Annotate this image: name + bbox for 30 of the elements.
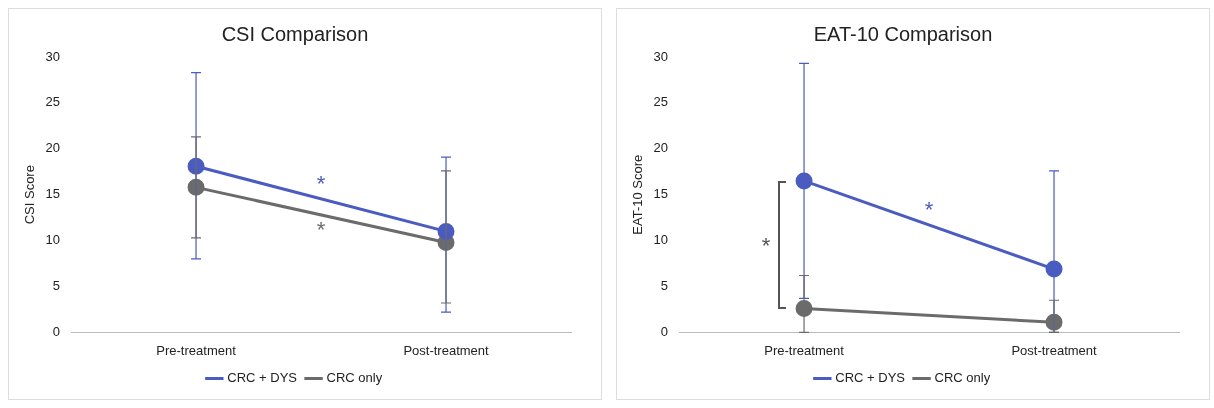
y-tick-label: 5 bbox=[660, 278, 669, 294]
y-axis-title: EAT-10 Score bbox=[630, 154, 646, 235]
y-tick-label: 15 bbox=[653, 186, 669, 202]
y-axis-title: CSI Score bbox=[22, 165, 38, 225]
y-tick-label: 20 bbox=[653, 140, 669, 156]
legend-label: CRC + DYS bbox=[835, 370, 906, 386]
legend-label: CRC only bbox=[326, 370, 383, 386]
x-tick-label: Post-treatment bbox=[1011, 342, 1098, 358]
annotation: * bbox=[761, 232, 771, 258]
x-tick-label: Pre-treatment bbox=[156, 342, 237, 358]
chart-title: EAT-10 Comparison bbox=[813, 22, 993, 45]
annotation: * bbox=[316, 216, 326, 242]
y-tick-label: 5 bbox=[52, 278, 61, 294]
y-tick-label: 10 bbox=[45, 232, 61, 248]
y-tick-label: 20 bbox=[45, 140, 61, 156]
y-tick-label: 30 bbox=[653, 48, 669, 64]
legend-label: CRC only bbox=[934, 370, 991, 386]
y-tick-label: 25 bbox=[45, 94, 61, 110]
x-tick-label: Post-treatment bbox=[403, 342, 490, 358]
annotation: * bbox=[316, 170, 326, 196]
annotation: * bbox=[924, 197, 934, 223]
chart-title: CSI Comparison bbox=[221, 22, 369, 45]
y-tick-label: 30 bbox=[45, 48, 61, 64]
y-tick-label: 15 bbox=[45, 186, 61, 202]
y-tick-label: 0 bbox=[52, 323, 61, 339]
legend-label: CRC + DYS bbox=[227, 370, 298, 386]
y-tick-label: 0 bbox=[660, 323, 669, 339]
y-tick-label: 10 bbox=[653, 232, 669, 248]
y-tick-label: 25 bbox=[653, 94, 669, 110]
x-tick-label: Pre-treatment bbox=[764, 342, 845, 358]
